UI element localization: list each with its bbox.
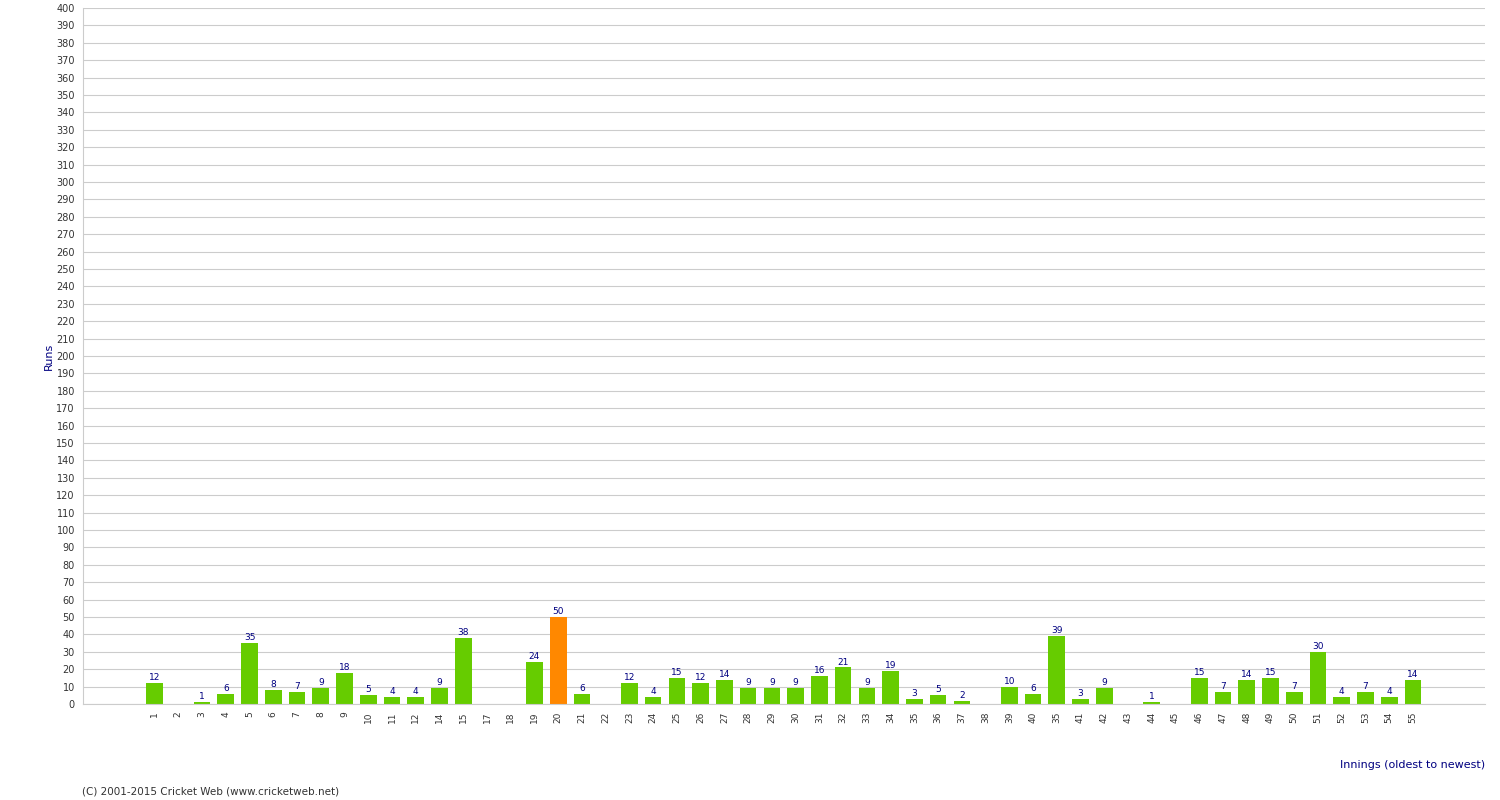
Bar	[336, 673, 352, 704]
Text: 4: 4	[651, 687, 656, 696]
Bar	[1310, 652, 1326, 704]
Text: 10: 10	[1004, 677, 1016, 686]
Bar	[1000, 686, 1017, 704]
Bar	[882, 671, 898, 704]
Bar	[693, 683, 709, 704]
Text: 12: 12	[148, 674, 160, 682]
Y-axis label: Runs: Runs	[44, 342, 54, 370]
Bar	[906, 698, 922, 704]
Text: 3: 3	[1077, 689, 1083, 698]
Text: 6: 6	[224, 684, 228, 693]
Bar	[242, 643, 258, 704]
Text: 4: 4	[1386, 687, 1392, 696]
Bar	[1024, 694, 1041, 704]
Bar	[1096, 688, 1113, 704]
Bar	[836, 667, 852, 704]
Text: 7: 7	[1362, 682, 1368, 691]
Bar	[288, 692, 306, 704]
Text: 1: 1	[1149, 692, 1155, 702]
Text: 3: 3	[912, 689, 916, 698]
Text: 12: 12	[694, 674, 706, 682]
Text: 6: 6	[1030, 684, 1036, 693]
Bar	[573, 694, 590, 704]
Bar	[194, 702, 210, 704]
Text: 4: 4	[388, 687, 394, 696]
Text: 8: 8	[270, 680, 276, 690]
Bar	[1191, 678, 1208, 704]
Text: 7: 7	[294, 682, 300, 691]
Bar	[788, 688, 804, 704]
Bar	[1358, 692, 1374, 704]
Text: 24: 24	[530, 652, 540, 662]
Bar	[858, 688, 874, 704]
Bar	[430, 688, 448, 704]
Text: 21: 21	[837, 658, 849, 666]
Text: 15: 15	[1264, 668, 1276, 677]
Text: 14: 14	[1407, 670, 1419, 678]
Text: 35: 35	[244, 634, 255, 642]
Bar	[740, 688, 756, 704]
Text: Innings (oldest to newest): Innings (oldest to newest)	[1340, 760, 1485, 770]
Text: 7: 7	[1220, 682, 1226, 691]
Bar	[669, 678, 686, 704]
Text: 2: 2	[958, 690, 964, 700]
Bar	[266, 690, 282, 704]
Bar	[312, 688, 328, 704]
Bar	[716, 680, 732, 704]
Bar	[1286, 692, 1302, 704]
Text: 9: 9	[864, 678, 870, 687]
Text: 16: 16	[813, 666, 825, 675]
Text: 38: 38	[458, 628, 470, 637]
Bar	[1239, 680, 1256, 704]
Bar	[954, 701, 970, 704]
Text: 19: 19	[885, 661, 897, 670]
Bar	[1143, 702, 1160, 704]
Text: 39: 39	[1052, 626, 1062, 635]
Text: 9: 9	[792, 678, 798, 687]
Text: 7: 7	[1292, 682, 1298, 691]
Bar	[550, 617, 567, 704]
Bar	[1382, 697, 1398, 704]
Bar	[384, 697, 400, 704]
Bar	[454, 638, 471, 704]
Text: (C) 2001-2015 Cricket Web (www.cricketweb.net): (C) 2001-2015 Cricket Web (www.cricketwe…	[82, 786, 339, 796]
Text: 4: 4	[1340, 687, 1344, 696]
Bar	[1262, 678, 1280, 704]
Text: 50: 50	[552, 607, 564, 616]
Text: 9: 9	[1101, 678, 1107, 687]
Text: 9: 9	[770, 678, 776, 687]
Text: 15: 15	[670, 668, 682, 677]
Text: 4: 4	[413, 687, 419, 696]
Bar	[1334, 697, 1350, 704]
Text: 5: 5	[934, 686, 940, 694]
Bar	[217, 694, 234, 704]
Bar	[526, 662, 543, 704]
Bar	[360, 695, 376, 704]
Text: 18: 18	[339, 663, 351, 672]
Text: 6: 6	[579, 684, 585, 693]
Text: 9: 9	[436, 678, 442, 687]
Bar	[1404, 680, 1422, 704]
Bar	[408, 697, 424, 704]
Text: 9: 9	[746, 678, 752, 687]
Bar	[1048, 636, 1065, 704]
Text: 9: 9	[318, 678, 324, 687]
Bar	[645, 697, 662, 704]
Bar	[930, 695, 946, 704]
Text: 14: 14	[718, 670, 730, 678]
Text: 14: 14	[1240, 670, 1252, 678]
Bar	[147, 683, 164, 704]
Bar	[1072, 698, 1089, 704]
Text: 5: 5	[366, 686, 370, 694]
Text: 15: 15	[1194, 668, 1204, 677]
Text: 1: 1	[200, 692, 206, 702]
Bar	[621, 683, 638, 704]
Text: 30: 30	[1312, 642, 1323, 651]
Bar	[1215, 692, 1231, 704]
Bar	[812, 676, 828, 704]
Bar	[764, 688, 780, 704]
Text: 12: 12	[624, 674, 634, 682]
